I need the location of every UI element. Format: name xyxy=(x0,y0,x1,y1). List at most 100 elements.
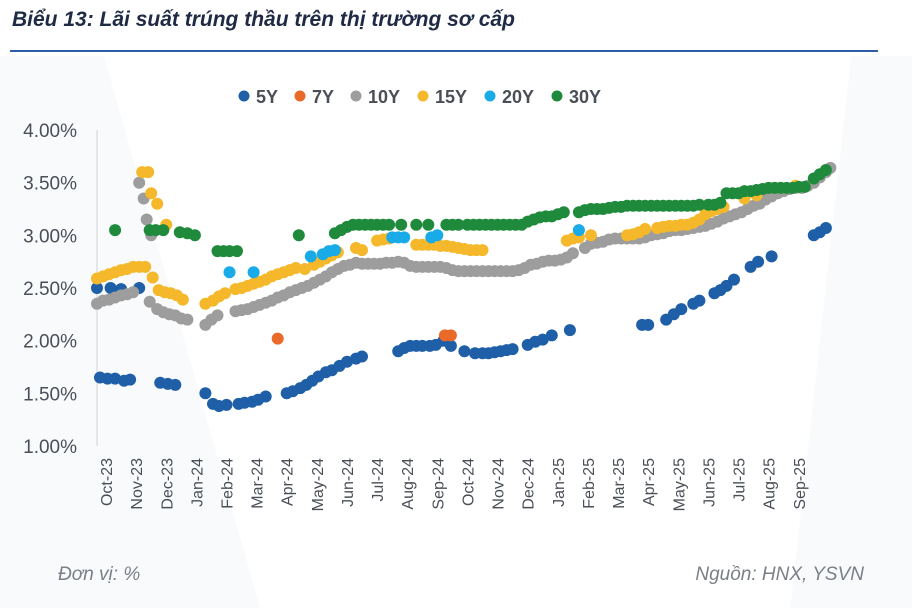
point-5y xyxy=(642,318,655,331)
point-30y xyxy=(714,196,727,209)
legend-marker xyxy=(551,90,563,102)
point-20y xyxy=(328,244,341,257)
legend-label: 7Y xyxy=(312,87,334,107)
point-5y xyxy=(109,372,122,385)
point-5y xyxy=(506,343,519,356)
point-30y xyxy=(395,218,408,231)
title-divider xyxy=(10,50,878,52)
x-tick-label: Apr-24 xyxy=(280,458,297,506)
x-tick-label: Dec-24 xyxy=(521,458,538,510)
legend-marker xyxy=(417,90,429,102)
point-5y xyxy=(536,333,549,346)
x-tick-label: May-24 xyxy=(310,458,327,511)
legend-marker xyxy=(484,90,496,102)
legend-label: 5Y xyxy=(256,87,278,107)
x-tick-label: Jun-24 xyxy=(340,458,357,507)
point-5y xyxy=(91,282,103,294)
y-tick-label: 1.50% xyxy=(23,384,77,405)
legend-marker xyxy=(350,90,362,102)
y-tick-label: 3.00% xyxy=(23,226,77,247)
point-15y xyxy=(146,271,159,284)
point-20y xyxy=(223,266,236,279)
x-tick-label: Aug-24 xyxy=(400,458,417,510)
point-30y xyxy=(798,180,811,193)
point-10y xyxy=(143,295,156,308)
point-30y xyxy=(157,224,170,237)
point-5y xyxy=(220,398,233,411)
point-15y xyxy=(584,229,597,242)
point-10y xyxy=(127,286,140,299)
point-7y xyxy=(444,329,457,342)
point-5y xyxy=(765,250,778,263)
legend-marker xyxy=(294,90,306,102)
point-5y xyxy=(819,222,832,234)
x-tick-label: Nov-24 xyxy=(491,458,508,510)
point-5y xyxy=(169,378,182,391)
point-10y xyxy=(566,247,579,260)
point-30y xyxy=(452,218,465,231)
point-5y xyxy=(199,387,212,400)
point-5y xyxy=(563,324,576,337)
point-5y xyxy=(104,282,117,294)
legend-label: 30Y xyxy=(569,87,601,107)
point-30y xyxy=(422,218,435,231)
x-tick-label: May-25 xyxy=(671,458,688,511)
x-tick-label: Sep-25 xyxy=(792,458,809,510)
x-tick-label: Oct-23 xyxy=(99,458,116,506)
x-tick-label: Jan-24 xyxy=(189,458,206,507)
x-tick-label: Jun-25 xyxy=(701,458,718,507)
chart-title: Biểu 13: Lãi suất trúng thầu trên thị tr… xyxy=(12,8,515,31)
point-5y xyxy=(728,273,740,286)
point-5y xyxy=(356,350,368,363)
legend-label: 15Y xyxy=(435,87,467,107)
point-30y xyxy=(292,229,305,242)
point-15y xyxy=(176,293,189,306)
x-tick-label: Oct-24 xyxy=(460,458,477,506)
point-30y xyxy=(557,206,570,219)
y-tick-label: 1.00% xyxy=(23,437,77,458)
point-10y xyxy=(140,213,153,226)
point-15y xyxy=(639,223,652,235)
point-7y xyxy=(271,332,284,345)
point-20y xyxy=(398,231,411,244)
x-tick-label: Feb-25 xyxy=(581,458,598,509)
x-tick-label: Aug-25 xyxy=(762,458,779,510)
point-15y xyxy=(476,244,489,257)
y-tick-label: 3.50% xyxy=(23,174,77,195)
point-5y xyxy=(259,390,272,403)
point-5y xyxy=(675,303,688,316)
x-tick-label: Dec-23 xyxy=(159,458,176,510)
point-15y xyxy=(219,287,231,300)
point-5y xyxy=(124,373,137,386)
x-tick-label: Mar-25 xyxy=(611,458,628,509)
point-15y xyxy=(142,166,155,179)
point-30y xyxy=(819,164,832,176)
point-20y xyxy=(431,229,444,242)
point-20y xyxy=(572,224,585,237)
point-15y xyxy=(356,244,368,257)
point-30y xyxy=(410,218,423,231)
legend-marker xyxy=(238,90,250,102)
x-tick-label: Feb-24 xyxy=(220,458,237,509)
point-15y xyxy=(289,262,302,274)
point-5y xyxy=(458,345,471,358)
point-5y xyxy=(752,255,765,268)
point-30y xyxy=(231,245,243,258)
x-tick-label: Jan-25 xyxy=(551,458,568,507)
point-20y xyxy=(247,266,260,279)
x-tick-label: Jul-25 xyxy=(732,458,749,502)
x-tick-label: Sep-24 xyxy=(430,458,447,510)
unit-note: Đơn vị: % xyxy=(58,564,141,585)
source-note: Nguồn: HNX, YSVN xyxy=(695,564,864,585)
point-15y xyxy=(145,187,158,200)
point-20y xyxy=(304,250,317,263)
point-5y xyxy=(693,294,706,307)
x-tick-label: Nov-23 xyxy=(129,458,146,510)
legend-label: 10Y xyxy=(368,87,400,107)
x-tick-label: Apr-25 xyxy=(641,458,658,506)
point-30y xyxy=(188,229,201,242)
point-10y xyxy=(211,309,224,322)
point-30y xyxy=(109,224,122,237)
point-15y xyxy=(298,263,311,275)
